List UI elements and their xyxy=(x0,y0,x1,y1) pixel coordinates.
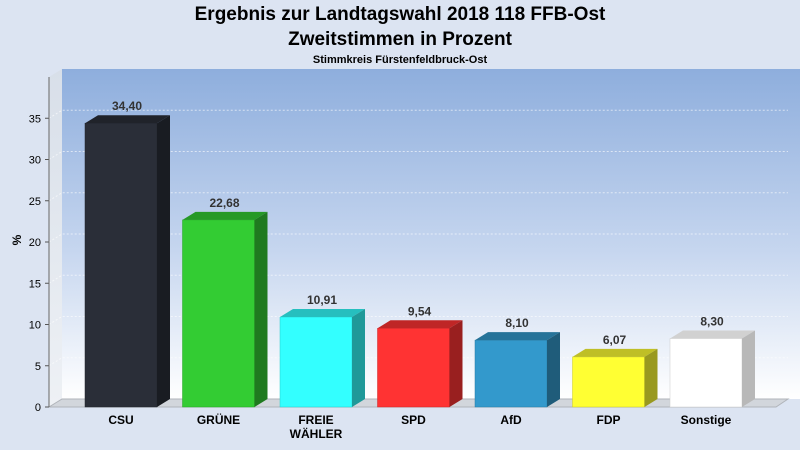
y-tick-label: 0 xyxy=(35,402,41,414)
bar-front xyxy=(572,356,645,408)
y-tick-label: 5 xyxy=(35,361,41,373)
bar-freie-wähler xyxy=(279,308,365,408)
bar-top xyxy=(280,308,365,317)
bar-side xyxy=(644,348,658,407)
grid-line xyxy=(48,192,788,202)
bar-top xyxy=(182,211,268,220)
grid-line xyxy=(48,274,788,284)
category-label: AfD xyxy=(500,413,522,427)
category-label: CSU xyxy=(108,413,133,427)
grid-lines xyxy=(48,109,788,367)
grid-line xyxy=(48,151,788,160)
value-label: 6,07 xyxy=(603,333,627,347)
grid-line xyxy=(48,233,788,243)
bar-side xyxy=(547,332,560,407)
chart-subtitle: Zweitstimmen in Prozent xyxy=(288,29,512,50)
y-tick-label: 15 xyxy=(29,278,41,290)
bar-afd xyxy=(474,332,560,408)
category-label: FREIE xyxy=(298,413,333,427)
category-label: SPD xyxy=(401,413,426,427)
y-tick-label: 35 xyxy=(29,113,41,125)
y-axis: 0 5 10 15 20 25 30 35% xyxy=(10,77,50,414)
bar-front xyxy=(669,338,743,408)
bar-side xyxy=(157,115,170,407)
grid-line xyxy=(48,109,788,119)
bar-grüne xyxy=(182,211,268,408)
category-label: FDP xyxy=(597,413,621,427)
bar-front xyxy=(182,219,255,408)
bar-front xyxy=(84,122,158,408)
bar-fdp xyxy=(572,348,658,408)
value-label: 34,40 xyxy=(112,99,142,113)
y-tick-label: 10 xyxy=(29,320,41,332)
y-tick-label: 25 xyxy=(29,196,41,208)
bar-top xyxy=(475,332,560,341)
value-label: 9,54 xyxy=(408,304,432,318)
grid-line xyxy=(48,357,788,367)
y-tick-label: 20 xyxy=(29,237,41,249)
bar-side xyxy=(254,211,268,407)
chart-title: Ergebnis zur Landtagswahl 2018 118 FFB-O… xyxy=(194,4,606,25)
bar-top xyxy=(572,348,658,357)
bar-csu xyxy=(84,115,170,408)
bar-side xyxy=(449,320,463,407)
bars xyxy=(84,115,755,408)
bar-top xyxy=(377,320,463,329)
value-label: 8,10 xyxy=(505,316,529,330)
category-label: Sonstige xyxy=(681,413,732,427)
value-label: 8,30 xyxy=(700,315,724,329)
value-label: 22,68 xyxy=(209,196,239,210)
grid-line xyxy=(48,316,788,325)
y-tick-label: 30 xyxy=(29,155,41,167)
bar-side xyxy=(352,308,365,407)
bar-top xyxy=(85,115,170,124)
bar-front xyxy=(474,339,548,408)
y-axis-label: % xyxy=(10,234,24,245)
category-label: GRÜNE xyxy=(197,412,240,427)
plot-side-wall xyxy=(49,69,62,407)
chart-region-subtitle: Stimmkreis Fürstenfeldbruck-Ost xyxy=(312,54,488,66)
bar-sonstige xyxy=(669,330,755,408)
bar-top xyxy=(670,330,755,339)
bar-side xyxy=(742,330,755,407)
category-label: WÄHLER xyxy=(290,426,343,441)
bar-front xyxy=(279,316,353,408)
bar-front xyxy=(377,328,450,408)
value-label: 10,91 xyxy=(307,293,337,307)
bar-spd xyxy=(377,320,463,408)
